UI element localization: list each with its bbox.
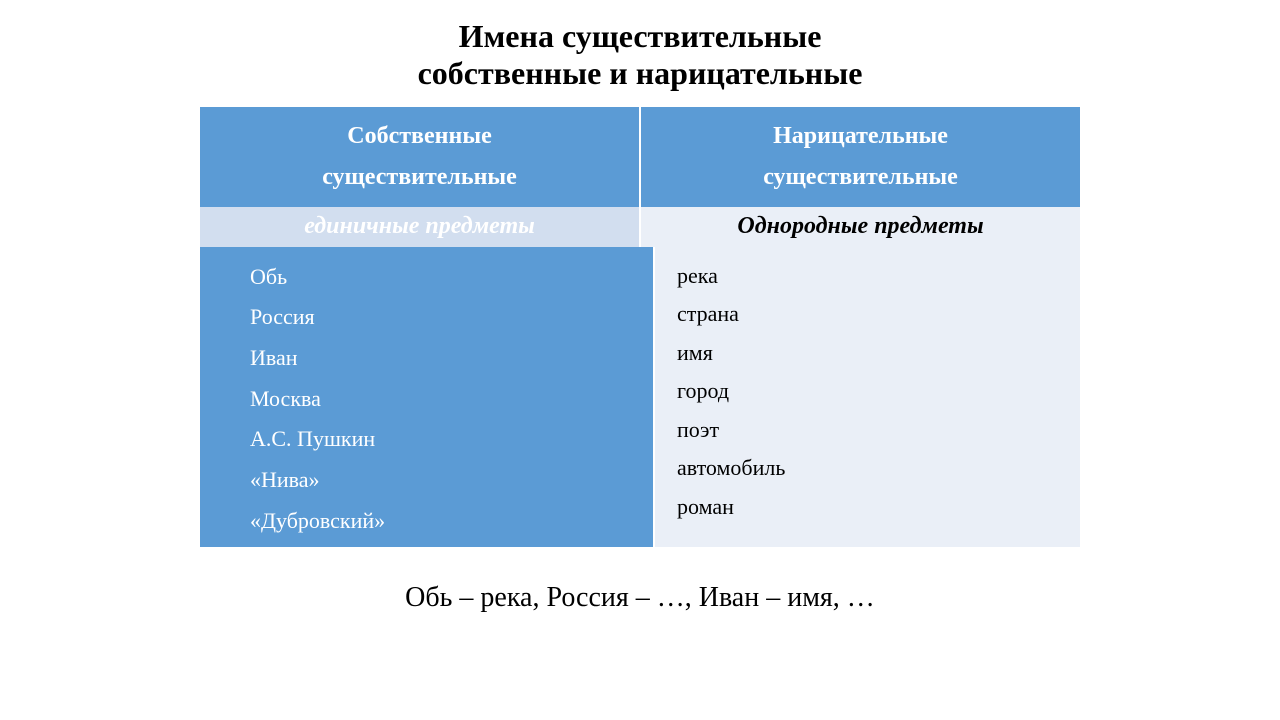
subheader-homogeneous: Однородные предметы [641,207,1080,247]
list-item: Москва [250,379,653,420]
list-item: имя [677,334,1080,373]
list-item: автомобиль [677,449,1080,488]
body-row: Обь Россия Иван Москва А.С. Пушкин «Нива… [200,247,1080,547]
header-common-line1: Нарицательные [773,116,948,157]
list-item: Россия [250,297,653,338]
header-proper: Собственные существительные [200,107,641,207]
list-item: поэт [677,411,1080,450]
proper-nouns-list: Обь Россия Иван Москва А.С. Пушкин «Нива… [200,247,655,547]
list-item: Обь [250,257,653,298]
title-line-2: собственные и нарицательные [418,55,863,92]
list-item: «Дубровский» [250,501,653,542]
list-item: Иван [250,338,653,379]
header-common-line2: существительные [763,157,958,198]
subheader-unique: единичные предметы [200,207,641,247]
list-item: река [677,257,1080,296]
title-line-1: Имена существительные [418,18,863,55]
list-item: страна [677,295,1080,334]
slide: Имена существительные собственные и нари… [0,0,1280,720]
title-block: Имена существительные собственные и нари… [418,18,863,92]
header-common: Нарицательные существительные [641,107,1080,207]
subheader-row: единичные предметы Однородные предметы [200,207,1080,247]
list-item: «Нива» [250,460,653,501]
list-item: роман [677,488,1080,527]
common-nouns-list: река страна имя город поэт автомобиль ро… [655,247,1080,547]
nouns-table: Собственные существительные Нарицательны… [199,106,1081,548]
list-item: город [677,372,1080,411]
example-sentence: Обь – река, Россия – …, Иван – имя, … [405,582,875,614]
header-proper-line1: Собственные [347,116,491,157]
list-item: А.С. Пушкин [250,419,653,460]
header-proper-line2: существительные [322,157,517,198]
header-row: Собственные существительные Нарицательны… [200,107,1080,207]
